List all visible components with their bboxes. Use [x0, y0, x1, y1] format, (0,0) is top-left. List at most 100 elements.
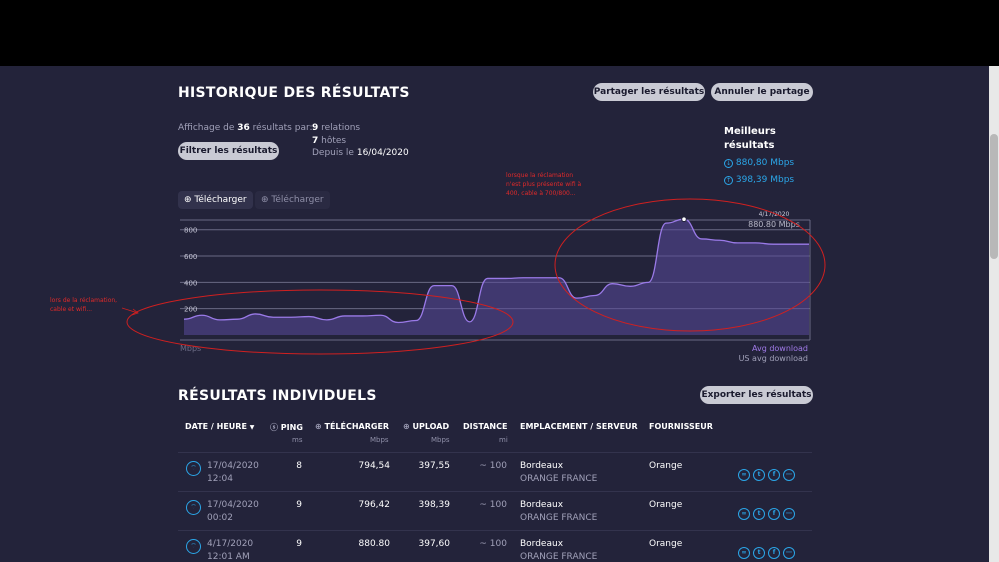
best-download-value: 880,80 Mbps: [735, 158, 795, 168]
col-upload[interactable]: ⊕ UPLOAD: [403, 422, 449, 431]
peak-point[interactable]: [681, 216, 687, 223]
col-upload-unit: Mbps: [431, 436, 450, 444]
col-download-unit: Mbps: [370, 436, 389, 444]
annotation-arrow: [121, 307, 139, 316]
summary-prefix: Affichage de: [178, 123, 235, 133]
relations-stat: 9 relations: [312, 123, 360, 133]
top-black-bar: [0, 0, 999, 66]
row-upload: 397,55: [418, 461, 451, 471]
row-server: ORANGE FRANCE: [520, 474, 598, 484]
y-tick-label: 200: [184, 306, 197, 314]
facebook-icon[interactable]: f: [768, 547, 780, 559]
best-upload-value: 398,39 Mbps: [735, 175, 795, 185]
share-results-button[interactable]: Partager les résultats: [593, 83, 705, 101]
scrollbar[interactable]: [989, 66, 999, 562]
download-tab-icon: ⊕: [184, 195, 192, 205]
col-ping-label: PING: [280, 423, 303, 432]
upload-col-icon: ⊕: [403, 422, 410, 431]
download-area: [184, 219, 809, 335]
row-provider: Orange: [649, 500, 683, 510]
best-results-title: Meilleurs résultats: [724, 126, 776, 151]
summary-count: 36: [237, 123, 250, 133]
summary-line: Affichage de 36 résultats par:: [178, 123, 313, 133]
row-date: 17/04/2020: [207, 500, 259, 510]
since-date: 16/04/2020: [356, 148, 409, 158]
best-download: ↓ 880,80 Mbps: [724, 158, 794, 168]
col-ping-unit: ms: [292, 436, 303, 444]
row-upload: 398,39: [418, 500, 451, 510]
col-location[interactable]: EMPLACEMENT / SERVEUR: [520, 422, 638, 431]
filter-results-button[interactable]: Filtrer les résultats: [178, 142, 279, 160]
more-icon[interactable]: ⋯: [783, 547, 795, 559]
row-distance: ~ 100: [479, 539, 507, 549]
row-download: 796,42: [358, 500, 391, 510]
col-distance[interactable]: DISTANCE: [463, 422, 508, 431]
row-ping: 9: [296, 539, 302, 549]
scrollbar-thumb[interactable]: [990, 134, 998, 259]
col-ping[interactable]: ⓢ PING: [270, 422, 303, 433]
link-icon[interactable]: ∞: [738, 469, 750, 481]
tab-download-label: Télécharger: [194, 195, 247, 205]
row-divider: [178, 491, 812, 492]
unshare-button[interactable]: Annuler le partage: [711, 83, 813, 101]
row-city: Bordeaux: [520, 500, 564, 510]
row-time: 00:02: [207, 513, 233, 523]
tab-upload[interactable]: ⊕ Télécharger: [255, 191, 330, 209]
row-divider: [178, 452, 812, 453]
legend-us-avg-download: US avg download: [739, 354, 808, 363]
hosts-label: hôtes: [321, 136, 347, 146]
row-provider: Orange: [649, 461, 683, 471]
download-col-icon: ⊕: [315, 422, 322, 431]
tooltip-date: 4/17/2020: [759, 211, 790, 218]
y-tick-label: 800: [184, 227, 197, 235]
row-date: 4/17/2020: [207, 539, 254, 549]
link-icon[interactable]: ∞: [738, 508, 750, 520]
upload-tab-icon: ⊕: [261, 195, 269, 205]
row-upload: 397,60: [418, 539, 451, 549]
twitter-icon[interactable]: t: [753, 508, 765, 520]
annotation-ellipse-left: [126, 289, 514, 355]
row-download: 794,54: [358, 461, 391, 471]
individual-results-title: RÉSULTATS INDIVIDUELS: [178, 388, 377, 404]
upload-circle-icon: ↑: [724, 176, 733, 185]
more-icon[interactable]: ⋯: [783, 469, 795, 481]
row-time: 12:04: [207, 474, 233, 484]
row-time: 12:01 AM: [207, 552, 250, 562]
annotation-ellipse-right: [554, 198, 826, 332]
row-date: 17/04/2020: [207, 461, 259, 471]
y-axis-unit: Mbps: [180, 344, 201, 353]
more-icon[interactable]: ⋯: [783, 508, 795, 520]
row-share-icons: ∞ t f ⋯: [738, 539, 798, 559]
link-icon[interactable]: ∞: [738, 547, 750, 559]
row-server: ORANGE FRANCE: [520, 552, 598, 562]
col-provider[interactable]: FOURNISSEUR: [649, 422, 713, 431]
twitter-icon[interactable]: t: [753, 469, 765, 481]
ping-icon: ⓢ: [270, 423, 278, 432]
annotation-left-text: lors de la réclamation, cable et wifi...: [50, 297, 118, 313]
row-city: Bordeaux: [520, 539, 564, 549]
export-results-button[interactable]: Exporter les résultats: [700, 386, 813, 404]
download-circle-icon: ↓: [724, 159, 733, 168]
tab-upload-label: Télécharger: [271, 195, 324, 205]
y-tick-label: 600: [184, 253, 197, 261]
col-date[interactable]: DATE / HEURE ▼: [185, 422, 254, 431]
facebook-icon[interactable]: f: [768, 469, 780, 481]
hosts-stat: 7 hôtes: [312, 136, 346, 146]
relations-label: relations: [321, 123, 361, 133]
download-line: [183, 218, 809, 324]
page-title: HISTORIQUE DES RÉSULTATS: [178, 85, 410, 101]
col-download[interactable]: ⊕ TÉLÉCHARGER: [315, 422, 389, 431]
tab-download[interactable]: ⊕ Télécharger: [178, 191, 253, 209]
since-stat: Depuis le 16/04/2020: [312, 148, 409, 158]
col-upload-label: UPLOAD: [412, 422, 450, 431]
row-provider: Orange: [649, 539, 683, 549]
since-label: Depuis le: [312, 148, 354, 158]
row-city: Bordeaux: [520, 461, 564, 471]
row-ping: 9: [296, 500, 302, 510]
facebook-icon[interactable]: f: [768, 508, 780, 520]
tooltip-value: 880.80 Mbps: [748, 220, 800, 229]
row-divider: [178, 530, 812, 531]
twitter-icon[interactable]: t: [753, 547, 765, 559]
row-share-icons: ∞ t f ⋯: [738, 461, 798, 481]
